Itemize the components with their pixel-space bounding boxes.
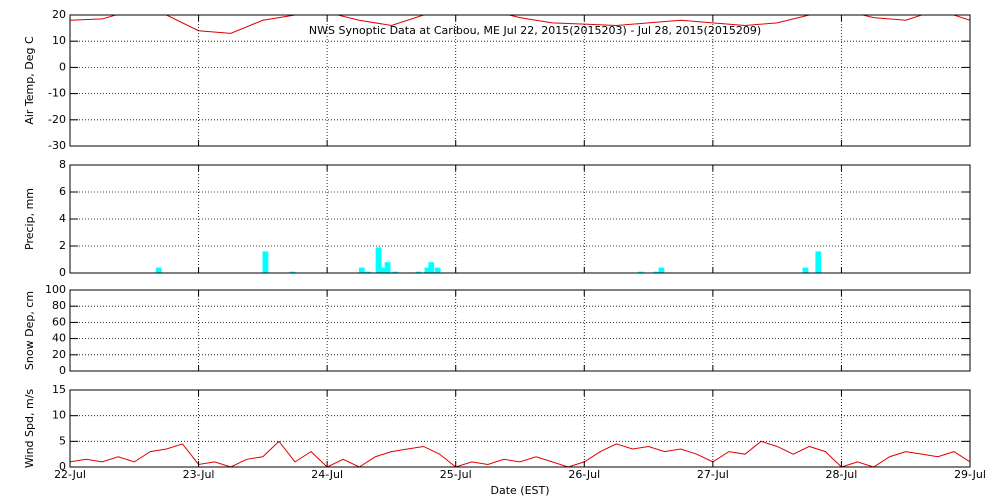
bar <box>815 251 822 273</box>
y-tick-label: -20 <box>48 113 66 126</box>
y-tick-label: 0 <box>59 266 66 279</box>
y-tick-label: 8 <box>59 158 66 171</box>
bar <box>379 267 386 273</box>
bar <box>365 271 372 273</box>
y-axis-label: Wind Spd, m/s <box>23 389 36 469</box>
bar <box>637 271 644 273</box>
y-tick-label: 0 <box>59 60 66 73</box>
y-tick-label: 60 <box>52 315 66 328</box>
plot-area <box>70 15 970 34</box>
bar <box>155 267 162 273</box>
y-tick-label: 80 <box>52 299 66 312</box>
x-tick-label: 26-Jul <box>568 468 600 481</box>
data-line <box>70 440 970 467</box>
plot-frame <box>69 164 971 274</box>
y-tick-label: 6 <box>59 185 66 198</box>
y-tick-label: 10 <box>52 34 66 47</box>
y-axis-label: Snow Dep, cm <box>23 291 36 370</box>
bar <box>392 271 399 273</box>
x-tick-label: 29-Jul <box>954 468 986 481</box>
y-tick-label: 100 <box>45 283 66 296</box>
y-tick-label: 15 <box>52 383 66 396</box>
chart-title: NWS Synoptic Data at Caribou, ME Jul 22,… <box>309 24 761 37</box>
y-axis-label: Air Temp, Deg C <box>23 36 36 125</box>
y-tick-label: 10 <box>52 409 66 422</box>
y-tick-label: -10 <box>48 87 66 100</box>
y-tick-label: 0 <box>59 364 66 377</box>
plot-frame <box>69 389 971 468</box>
x-tick-label: 24-Jul <box>311 468 343 481</box>
bar <box>375 247 382 273</box>
y-tick-label: 0 <box>59 460 66 473</box>
plot-frame <box>69 289 971 372</box>
x-axis-label: Date (EST) <box>490 484 549 497</box>
bar <box>262 251 269 273</box>
plot-area <box>155 247 822 273</box>
y-tick-label: 20 <box>52 8 66 21</box>
bar <box>358 267 365 273</box>
plot-frame <box>69 14 971 147</box>
bar <box>428 262 435 273</box>
x-tick-label: 22-Jul <box>54 468 86 481</box>
plot-area <box>70 440 970 467</box>
y-tick-label: 40 <box>52 332 66 345</box>
x-tick-label: 23-Jul <box>183 468 215 481</box>
bar <box>658 267 665 273</box>
data-line <box>70 15 970 34</box>
bar <box>653 271 660 273</box>
bar <box>289 271 296 273</box>
bar <box>384 262 391 273</box>
y-tick-label: -30 <box>48 139 66 152</box>
y-tick-label: 5 <box>59 434 66 447</box>
bar <box>434 267 441 273</box>
y-tick-label: 4 <box>59 212 66 225</box>
bar <box>424 267 431 273</box>
bar <box>415 271 422 273</box>
y-tick-label: 20 <box>52 348 66 361</box>
y-axis-label: Precip, mm <box>23 188 36 250</box>
bar <box>802 267 809 273</box>
x-tick-label: 27-Jul <box>697 468 729 481</box>
y-tick-label: 2 <box>59 239 66 252</box>
x-tick-label: 28-Jul <box>825 468 857 481</box>
x-tick-label: 25-Jul <box>440 468 472 481</box>
